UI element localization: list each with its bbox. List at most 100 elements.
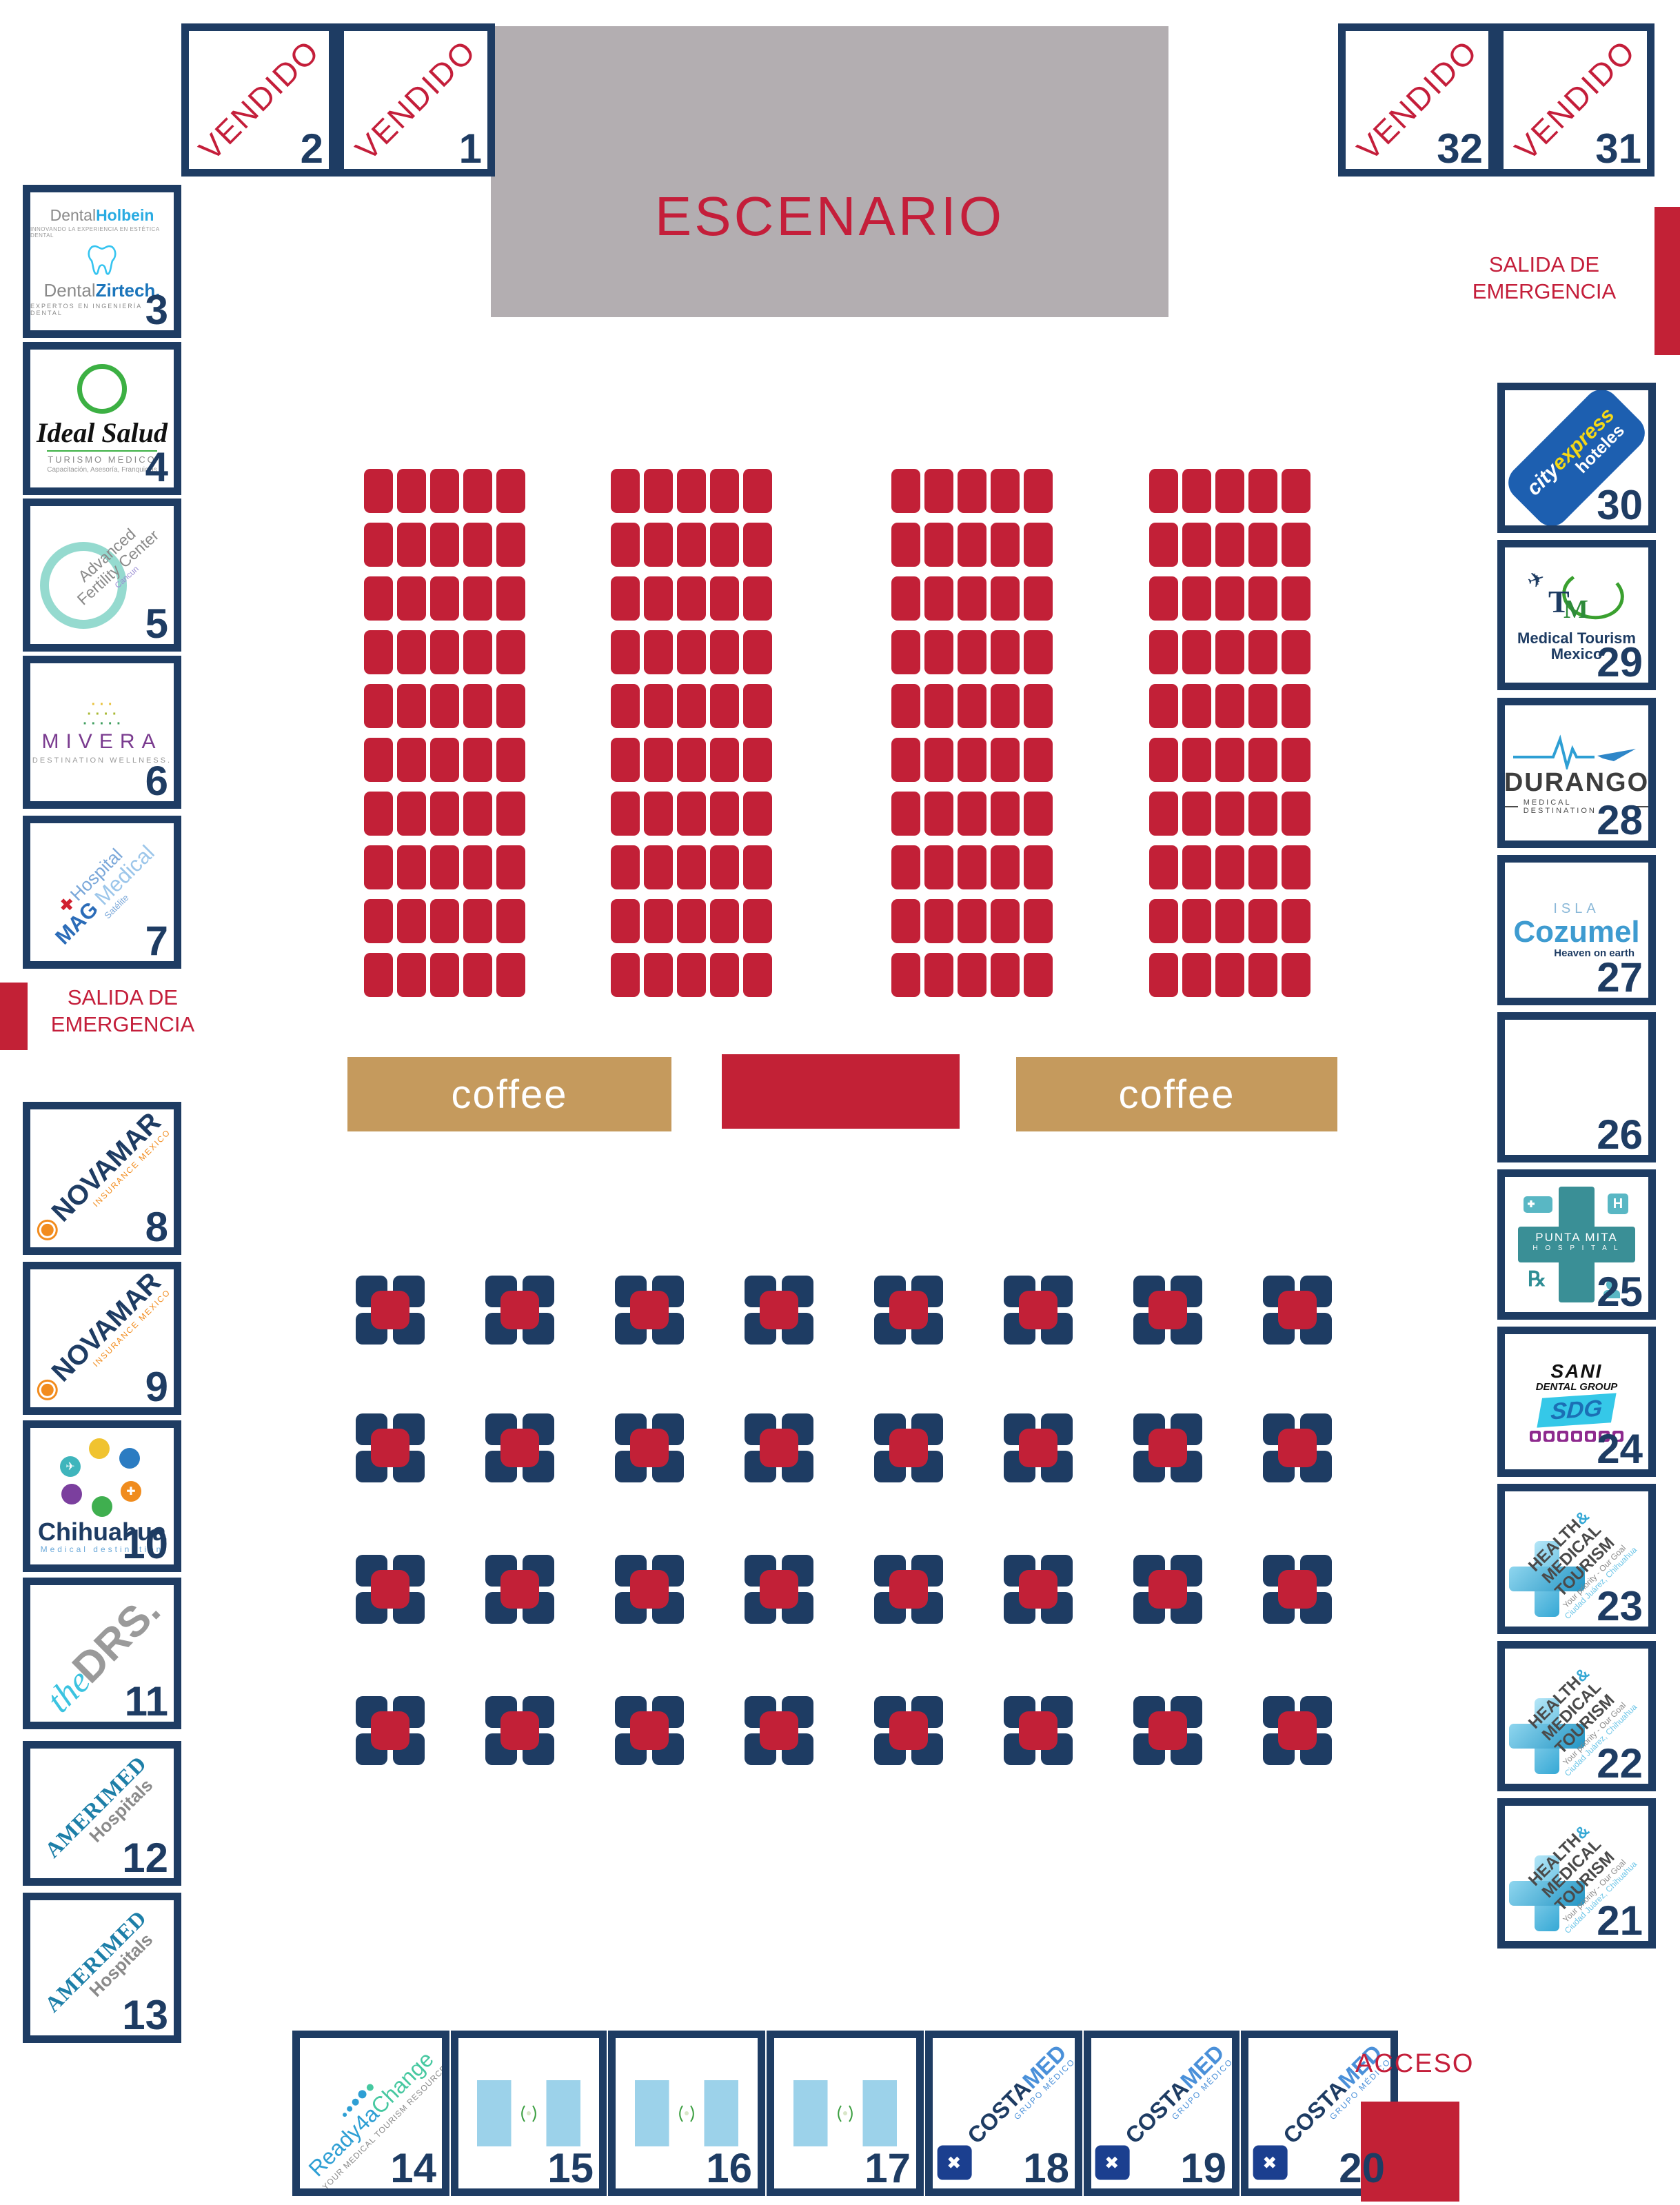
booth-number: 2 — [300, 125, 323, 172]
booth-11: theDRS. 11 — [23, 1578, 181, 1729]
audience-seat — [891, 845, 920, 889]
audience-seat — [891, 469, 920, 513]
round-table — [615, 1276, 684, 1345]
round-table — [745, 1555, 813, 1624]
access-entrance — [1361, 2102, 1459, 2202]
ideal-salud-subtagline: Capacitación, Asesoría, Franquicias — [47, 465, 157, 474]
round-table — [1133, 1413, 1202, 1482]
audience-seat — [644, 684, 673, 728]
mivera-tagline: DESTINATION WELLNESS. — [32, 756, 172, 765]
ideal-salud-icon — [77, 363, 127, 414]
round-table — [745, 1413, 813, 1482]
round-table — [1263, 1696, 1332, 1765]
audience-seat — [496, 630, 525, 674]
round-table — [615, 1413, 684, 1482]
costamed-diamond-icon: ✚ — [1095, 2145, 1130, 2180]
audience-seat — [1182, 523, 1211, 567]
audience-seat — [397, 630, 426, 674]
audience-seat — [958, 792, 986, 836]
medical-cross-icon — [1509, 1698, 1585, 1774]
audience-seat — [611, 845, 640, 889]
medical-cross-icon — [1509, 1855, 1585, 1931]
audience-seat — [1182, 630, 1211, 674]
audience-seat — [463, 469, 492, 513]
divider — [47, 450, 157, 452]
audience-seat — [1024, 469, 1053, 513]
audience-seat — [496, 684, 525, 728]
booth-4: Ideal Salud TURISMO MEDICO Capacitación,… — [23, 342, 181, 495]
audience-seat — [496, 953, 525, 997]
audience-seat — [1248, 953, 1277, 997]
audience-seat — [1149, 469, 1178, 513]
round-table — [485, 1696, 554, 1765]
audience-seat — [924, 469, 953, 513]
audience-seat — [743, 953, 772, 997]
audience-seat — [1149, 899, 1178, 943]
car-icon — [92, 1496, 112, 1517]
emergency-exit-right-label: SALIDA DE EMERGENCIA — [1472, 252, 1617, 303]
audience-seat — [743, 576, 772, 621]
audience-seat — [1182, 684, 1211, 728]
audience-seat — [958, 630, 986, 674]
plane-icon: ✈ — [60, 1456, 81, 1477]
round-table — [1133, 1555, 1202, 1624]
doctor-icon — [1603, 1279, 1620, 1298]
booth-15: 15 — [451, 2031, 607, 2196]
booth-16: 16 — [608, 2031, 765, 2196]
audience-seat — [463, 953, 492, 997]
audience-seat — [430, 630, 459, 674]
audience-seat — [644, 523, 673, 567]
round-table — [874, 1276, 943, 1345]
audience-seat — [710, 576, 739, 621]
booth-number: 7 — [145, 918, 168, 964]
round-table — [1133, 1696, 1202, 1765]
round-table — [356, 1276, 425, 1345]
audience-seat — [430, 469, 459, 513]
medical-cross-icon — [1509, 1541, 1585, 1617]
audience-seat — [677, 953, 706, 997]
round-table — [1133, 1276, 1202, 1345]
booth-13: AMERIMED Hospitals 13 — [23, 1893, 181, 2043]
guatemala-flag — [477, 2080, 580, 2146]
audience-seat — [743, 684, 772, 728]
audience-seat — [710, 523, 739, 567]
doctor-icon — [119, 1448, 140, 1469]
audience-seat — [1282, 576, 1310, 621]
audience-seat — [1248, 899, 1277, 943]
audience-seat — [991, 845, 1020, 889]
ambulance-icon — [1524, 1196, 1552, 1213]
audience-seat — [397, 523, 426, 567]
booth-6: · · · · · · · · · · · · MIVERA DESTINATION… — [23, 656, 181, 809]
booth-9: NOVAMAR INSURANCE MEXICO 9 — [23, 1262, 181, 1415]
audience-seat — [1282, 684, 1310, 728]
audience-seat — [677, 469, 706, 513]
emergency-exit-left-label: SALIDA DE EMERGENCIA — [50, 985, 195, 1036]
bed-icon — [89, 1438, 110, 1459]
booth-31: VENDIDO 31 — [1496, 23, 1654, 177]
audience-seat — [397, 953, 426, 997]
audience-seat — [958, 738, 986, 782]
booth-17: 17 — [767, 2031, 924, 2196]
round-table — [874, 1555, 943, 1624]
audience-seat — [1248, 792, 1277, 836]
audience-seat — [364, 792, 393, 836]
medical-tourism-mexico-icon: ✈ T M — [1525, 567, 1628, 630]
audience-seat — [1149, 845, 1178, 889]
round-table — [1004, 1413, 1073, 1482]
wreath-emblem-icon — [838, 2105, 853, 2122]
audience-seat — [991, 899, 1020, 943]
audience-seat — [1024, 845, 1053, 889]
audience-seat — [1248, 630, 1277, 674]
audience-seat — [611, 576, 640, 621]
audience-seat — [958, 899, 986, 943]
audience-seat — [1215, 792, 1244, 836]
round-table — [745, 1696, 813, 1765]
audience-seat — [644, 630, 673, 674]
round-table — [1004, 1696, 1073, 1765]
booth-14: Ready4aChange YOUR MEDICAL TOURISM RESOU… — [292, 2031, 449, 2196]
audience-seat — [1282, 845, 1310, 889]
round-table — [485, 1413, 554, 1482]
center-service-table — [722, 1054, 960, 1129]
dots-fan-icon: · · · · · · · · · · · · — [83, 697, 121, 732]
